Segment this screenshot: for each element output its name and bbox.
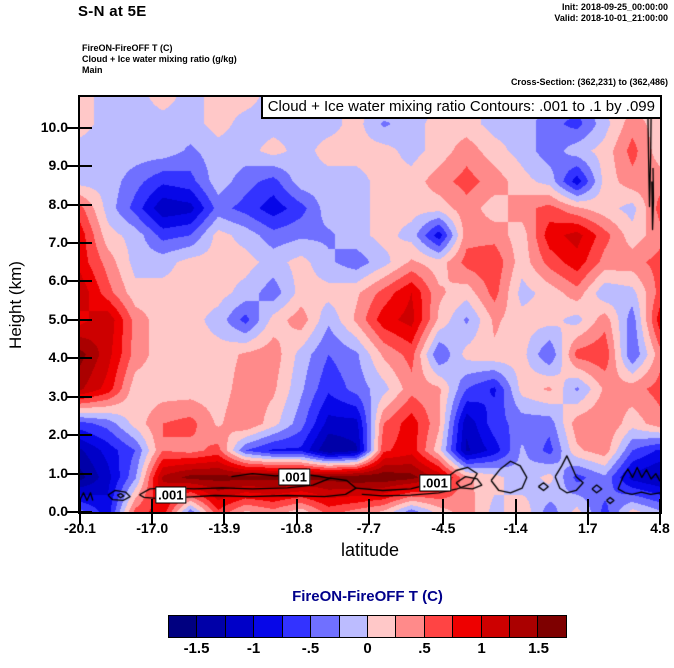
colorbar-cell <box>310 616 339 637</box>
contour-plot-canvas <box>80 97 660 512</box>
y-axis-tick-label: 0.0 <box>48 503 68 519</box>
field-legend: FireON-FireOFF T (C) Cloud + Ice water m… <box>82 43 237 76</box>
x-axis-tick-label: -13.9 <box>208 520 241 536</box>
contour-value-label: .001 <box>155 486 187 504</box>
y-axis-tick <box>66 242 92 245</box>
y-axis-tick-label: 5.0 <box>48 310 68 327</box>
x-axis-tick-label: -10.8 <box>280 520 313 536</box>
x-axis-tick <box>442 499 445 525</box>
y-axis-tick <box>66 126 92 129</box>
y-axis-tick <box>66 165 92 168</box>
colorbar-cell <box>509 616 538 637</box>
init-time: Init: 2018-09-25_00:00:00 <box>561 2 668 12</box>
colorbar-cell <box>423 616 453 637</box>
y-axis-tick-label: 7.0 <box>48 234 68 251</box>
page-title: S-N at 5E <box>78 3 147 20</box>
contour-value-label: .001 <box>278 468 310 486</box>
contour-value-label: .001 <box>419 474 451 492</box>
colorbar-tick-label: -.5 <box>301 640 320 657</box>
y-axis-tick <box>66 511 92 513</box>
y-axis-tick-label: 9.0 <box>48 157 68 174</box>
colorbar-cell <box>196 616 225 637</box>
colorbar-cell <box>395 616 424 637</box>
colorbar-cell <box>338 616 367 637</box>
x-axis-tick <box>586 499 589 525</box>
colorbar <box>168 615 567 638</box>
colorbar-cell <box>452 616 481 637</box>
legend-line-cloud-ice: Cloud + Ice water mixing ratio (g/kg) <box>82 54 237 64</box>
contour-info-box: Cloud + Ice water mixing ratio Contours:… <box>260 95 662 119</box>
plot-area: Cloud + Ice water mixing ratio Contours:… <box>78 95 662 514</box>
y-axis-tick-label: 10.0 <box>40 118 68 135</box>
x-axis-tick <box>223 499 226 525</box>
x-axis-tick-label: -4.5 <box>431 520 456 536</box>
y-axis-label: Height (km) <box>6 261 25 349</box>
y-axis-tick <box>66 434 92 437</box>
colorbar-title: FireON-FireOFF T (C) <box>292 588 443 605</box>
y-axis-tick-label: 8.0 <box>48 195 68 212</box>
y-axis-tick <box>66 357 92 360</box>
legend-line-grid: Main <box>82 65 103 75</box>
x-axis-tick <box>514 499 517 525</box>
legend-line-temperature: FireON-FireOFF T (C) <box>82 43 173 53</box>
y-axis-tick <box>66 280 92 283</box>
colorbar-tick-label: .5 <box>418 640 431 657</box>
x-axis-tick <box>367 499 370 525</box>
colorbar-tick-label: -1 <box>246 640 261 657</box>
colorbar-tick-label: 1 <box>477 640 486 657</box>
x-axis-tick-label: -20.1 <box>64 520 96 536</box>
colorbar-cell <box>480 616 510 637</box>
colorbar-tick-label: 1.5 <box>528 640 549 657</box>
colorbar-cell <box>366 616 396 637</box>
y-axis-tick-label: 6.0 <box>48 272 68 289</box>
y-axis-tick-label: 3.0 <box>48 387 68 404</box>
x-axis-tick-label: -7.7 <box>356 520 381 536</box>
colorbar-cell <box>537 616 566 637</box>
y-axis-tick <box>66 318 92 321</box>
y-axis-tick <box>66 472 92 475</box>
colorbar-tick-label: 0 <box>363 640 372 657</box>
colorbar-cell <box>281 616 311 637</box>
colorbar-cell <box>169 616 197 637</box>
y-axis-tick-label: 4.0 <box>48 349 68 366</box>
colorbar-cell <box>224 616 254 637</box>
colorbar-cell <box>253 616 282 637</box>
colorbar-tick-label: -1.5 <box>183 640 210 657</box>
valid-time: Valid: 2018-10-01_21:00:00 <box>554 13 668 23</box>
x-axis-tick-label: -17.0 <box>136 520 169 536</box>
cross-section-info: Cross-Section: (362,231) to (362,486) <box>510 77 668 87</box>
y-axis-tick <box>66 203 92 206</box>
x-axis-tick <box>659 499 661 525</box>
y-axis-tick-label: 1.0 <box>48 464 68 481</box>
x-axis-tick <box>295 499 298 525</box>
y-axis-tick <box>66 395 92 398</box>
x-axis-label: latitude <box>340 540 400 560</box>
run-times: Init: 2018-09-25_00:00:00 Valid: 2018-10… <box>554 2 668 24</box>
x-axis-tick-label: 4.8 <box>650 520 670 536</box>
x-axis-tick-label: 1.7 <box>578 520 598 536</box>
x-axis-tick <box>151 499 154 525</box>
y-axis-tick-label: 2.0 <box>48 426 68 443</box>
x-axis-tick-label: -1.4 <box>503 520 528 536</box>
